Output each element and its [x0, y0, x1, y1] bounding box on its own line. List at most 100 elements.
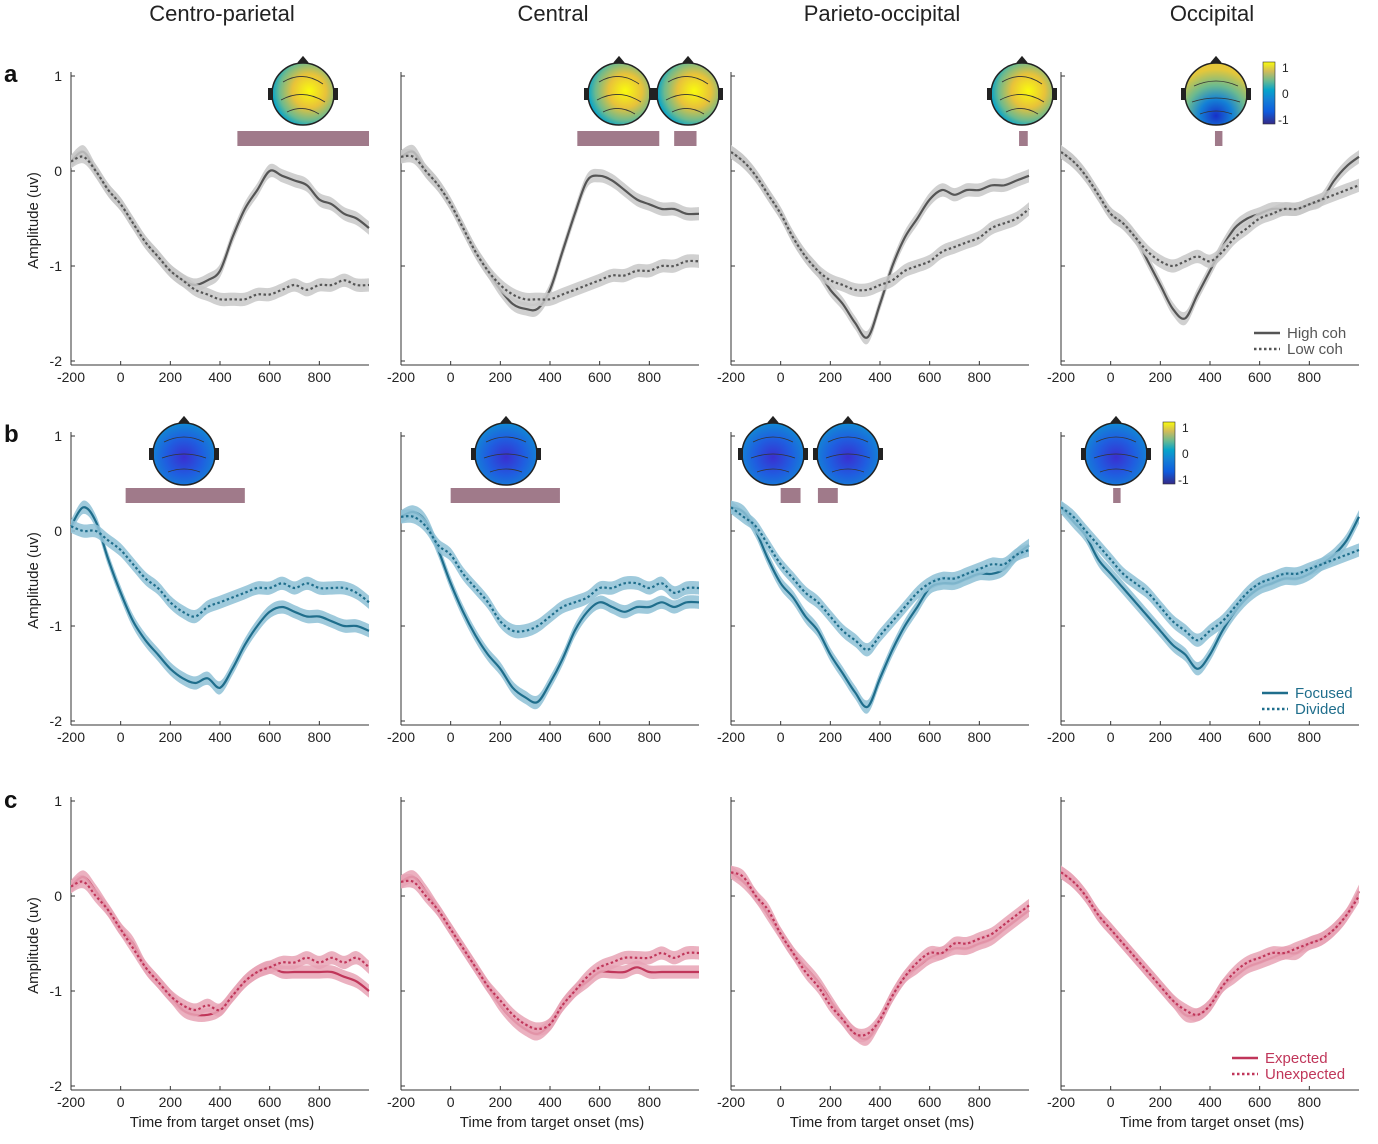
x-tick-label: 200 — [819, 369, 843, 385]
topomap-b-parieto-occipital-1 — [738, 415, 808, 486]
y-tick-label: -1 — [50, 983, 63, 999]
x-tick-label: 400 — [208, 1094, 232, 1110]
colorbar-a-tick-min: -1 — [1278, 113, 1289, 127]
significance-bar-a-parieto-occipital — [1019, 131, 1028, 146]
colorbar-b-gradient — [1162, 421, 1176, 485]
x-tick-label: -200 — [57, 729, 85, 745]
series-line-a-parieto-occipital-low-coh — [730, 151, 1030, 292]
colorbar-a: 1 0 -1 — [1262, 61, 1289, 127]
x-tick-label: -200 — [387, 369, 415, 385]
x-tick-label: -200 — [387, 729, 415, 745]
series-line-c-central-unexpected — [400, 879, 700, 1031]
error-band-a-occipital-1 — [1061, 145, 1359, 273]
x-tick-label: 200 — [159, 369, 183, 385]
x-tick-label: 800 — [638, 729, 662, 745]
legend-b: Focused Divided — [1262, 685, 1353, 718]
error-band-c-occipital-1 — [1061, 865, 1359, 1022]
error-band-c-parieto-occipital-1 — [731, 865, 1029, 1043]
series-line-c-centro-parietal-expected — [70, 875, 370, 1017]
row-label-a: a — [4, 61, 18, 88]
x-tick-label: 800 — [968, 1094, 992, 1110]
legend-b-dotted-label: Divided — [1295, 701, 1345, 718]
topomap-a-central-1 — [584, 55, 654, 126]
significance-bar-b-occipital — [1113, 488, 1121, 503]
x-tick-label: 600 — [258, 369, 282, 385]
panel-c-parieto-occipital: -200 0 200 400 600 800 Time from target onset … — [717, 797, 1030, 1131]
y-tick-label: 1 — [54, 428, 62, 444]
x-tick-label: -200 — [717, 369, 745, 385]
x-tick-label: 0 — [1107, 729, 1115, 745]
y-tick-label: 0 — [54, 523, 62, 539]
x-axis-label: Time from target onset (ms) — [130, 1114, 314, 1131]
x-tick-label: -200 — [57, 369, 85, 385]
x-tick-label: 400 — [1198, 369, 1222, 385]
topomap-a-central-2 — [653, 55, 723, 126]
error-band-b-centro-parietal-0 — [71, 500, 369, 695]
x-tick-label: 200 — [1149, 369, 1173, 385]
panel-b-centro-parietal: 1 0 -1 -2-200 0 200 400 600 800 Amplitude (uv) — [25, 428, 370, 745]
significance-bar-a-central — [577, 131, 660, 146]
x-tick-label: 200 — [489, 1094, 513, 1110]
x-tick-label: 600 — [1248, 1094, 1272, 1110]
column-title-parieto-occipital: Parieto-occipital — [804, 1, 961, 26]
x-tick-label: 400 — [1198, 1094, 1222, 1110]
series-line-b-parieto-occipital-divided — [730, 506, 1030, 651]
topomap-b-parieto-occipital-2 — [813, 415, 883, 486]
x-tick-label: 0 — [777, 1094, 785, 1110]
series-line-c-parieto-occipital-unexpected — [730, 871, 1030, 1037]
x-tick-label: -200 — [1047, 729, 1075, 745]
x-tick-label: 600 — [588, 1094, 612, 1110]
x-tick-label: -200 — [1047, 369, 1075, 385]
series-line-b-occipital-divided — [1060, 506, 1360, 642]
series-line-b-centro-parietal-divided — [70, 525, 370, 618]
x-tick-label: 800 — [308, 369, 332, 385]
x-tick-label: 800 — [308, 729, 332, 745]
legend-c-dotted-label: Unexpected — [1265, 1066, 1345, 1083]
x-tick-label: 400 — [1198, 729, 1222, 745]
topomap-a-occipital — [1181, 55, 1251, 126]
x-tick-label: 400 — [538, 1094, 562, 1110]
panel-a-occipital: -200 0 200 400 600 800 — [1047, 72, 1360, 385]
x-tick-label: 400 — [208, 369, 232, 385]
x-tick-label: 200 — [489, 369, 513, 385]
error-band-c-central-1 — [401, 874, 699, 1036]
x-tick-label: 600 — [588, 729, 612, 745]
colorbar-b: 1 0 -1 — [1162, 421, 1189, 487]
y-tick-label: -1 — [50, 618, 63, 634]
legend-c-solid-label: Expected — [1265, 1050, 1328, 1067]
topomap-a-parieto-occipital — [987, 55, 1057, 126]
error-band-a-central-0 — [401, 144, 699, 318]
x-tick-label: 800 — [968, 369, 992, 385]
x-tick-label: 600 — [1248, 729, 1272, 745]
x-tick-label: -200 — [717, 729, 745, 745]
error-band-a-central-1 — [401, 149, 699, 307]
x-tick-label: 600 — [918, 729, 942, 745]
x-tick-label: 200 — [159, 1094, 183, 1110]
y-axis-label: Amplitude (uv) — [25, 172, 42, 269]
x-tick-label: -200 — [57, 1094, 85, 1110]
x-tick-label: 0 — [447, 729, 455, 745]
row-label-b: b — [4, 421, 19, 448]
legends: High coh Low coh Focused Divided Expecte… — [1232, 325, 1353, 1083]
significance-bar-b-central — [450, 488, 560, 503]
x-tick-label: 600 — [258, 729, 282, 745]
x-tick-label: 600 — [918, 1094, 942, 1110]
error-band-a-occipital-0 — [1061, 145, 1359, 326]
series-line-a-centro-parietal-low-coh — [70, 155, 370, 301]
series-line-a-occipital-low-coh — [1060, 151, 1360, 268]
error-band-b-central-0 — [401, 505, 699, 710]
significance-bar-a-occipital — [1214, 131, 1223, 146]
x-tick-label: 0 — [447, 369, 455, 385]
colorbar-b-tick-mid: 0 — [1182, 447, 1189, 461]
row-label-c: c — [4, 787, 17, 814]
x-axis-label: Time from target onset (ms) — [460, 1114, 644, 1131]
column-titles: Centro-parietal Central Parieto-occipita… — [149, 1, 1254, 26]
error-band-a-centro-parietal-0 — [71, 145, 369, 292]
error-band-a-parieto-occipital-1 — [731, 145, 1029, 297]
error-band-c-centro-parietal-0 — [71, 870, 369, 1022]
x-tick-label: -200 — [387, 1094, 415, 1110]
panel-b-parieto-occipital: -200 0 200 400 600 800 — [717, 432, 1030, 745]
series-line-b-occipital-focused — [1060, 506, 1360, 670]
x-tick-label: -200 — [1047, 1094, 1075, 1110]
